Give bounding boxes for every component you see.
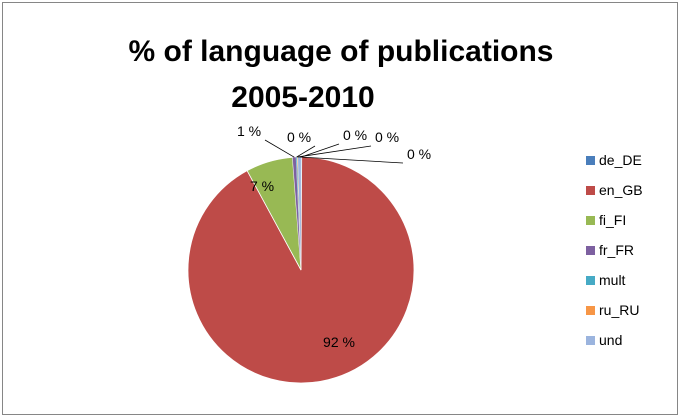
leader-lines <box>264 139 404 164</box>
data-label-ru-ru: 0 % <box>375 129 399 145</box>
data-label-und: 0 % <box>407 146 431 162</box>
legend-label-fi-fi: fi_FI <box>599 212 626 228</box>
leader-line-und <box>299 156 404 164</box>
legend-label-en-gb: en_GB <box>599 182 643 198</box>
leader-line-de-de <box>301 143 340 158</box>
legend-label-fr-fr: fr_FR <box>599 242 634 258</box>
legend-label-ru-ru: ru_RU <box>599 302 639 318</box>
legend-swatch-fi-fi <box>586 216 595 225</box>
data-label-de-de: 0 % <box>343 127 367 143</box>
data-labels: 0 % 92 % 7 % 1 % 0 % 0 % 0 % <box>237 123 431 350</box>
data-label-mult: 0 % <box>287 129 311 145</box>
data-label-fi-fi: 7 % <box>250 178 274 194</box>
data-label-fr-fr: 1 % <box>237 123 261 139</box>
legend-swatch-ru-ru <box>586 306 595 315</box>
legend-swatch-und <box>586 336 595 345</box>
legend-label-mult: mult <box>599 272 626 288</box>
pie-slices <box>187 156 415 384</box>
leader-line-ru-ru <box>297 145 372 158</box>
chart-title-line-2: 2005-2010 <box>231 81 374 114</box>
chart-title-line-1: % of language of publications <box>128 35 553 68</box>
legend-swatch-fr-fr <box>586 246 595 255</box>
data-label-en-gb: 92 % <box>323 334 355 350</box>
pie-chart: % of language of publications 2005-2010 … <box>128 35 643 384</box>
legend-swatch-mult <box>586 276 595 285</box>
legend-swatch-en-gb <box>586 186 595 195</box>
leader-line-mult <box>296 145 316 158</box>
legend-label-de-de: de_DE <box>599 152 642 168</box>
legend-swatch-de-de <box>586 156 595 165</box>
legend-label-und: und <box>599 332 622 348</box>
leader-line-fr-fr <box>264 139 295 158</box>
